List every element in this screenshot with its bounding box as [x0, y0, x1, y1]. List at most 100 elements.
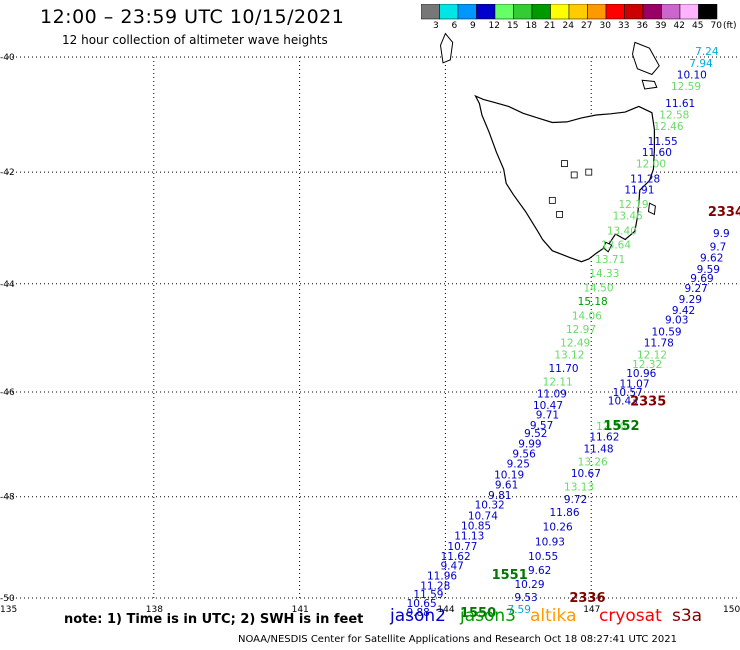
island	[631, 41, 660, 76]
wave-height-value: 9.99	[518, 438, 541, 450]
wave-height-value: 10.29	[514, 579, 544, 591]
wave-height-value: 13.40	[607, 226, 637, 238]
wave-height-value: 11.55	[648, 136, 678, 148]
lake	[570, 171, 578, 179]
legend-tick: 15	[507, 21, 519, 31]
wave-height-value: 11.13	[454, 531, 484, 543]
wave-height-value: 14.50	[583, 282, 613, 294]
lat-tick-label: -40	[0, 53, 15, 63]
lon-tick-label: 150	[723, 605, 740, 615]
legend-tick: 6	[451, 21, 458, 31]
wave-height-value: 9.69	[690, 273, 713, 285]
wave-height-value: 10.55	[528, 551, 558, 563]
wave-height-value: 10.43	[608, 396, 638, 408]
wave-height-value: 12.00	[636, 159, 666, 171]
wave-height-value: 9.52	[524, 428, 547, 440]
wave-height-value: 7.94	[689, 58, 713, 70]
wave-height-value: 9.25	[507, 459, 530, 471]
lon-tick-label: 135	[0, 605, 17, 615]
wave-height-value: 10.26	[543, 522, 573, 534]
lat-lon-grid	[8, 56, 737, 599]
wave-height-value: 11.59	[413, 589, 443, 601]
wave-height-value: 11.61	[665, 98, 695, 110]
legend-tick: 45	[692, 21, 704, 31]
wave-height-value: 12.30	[596, 421, 626, 433]
wave-height-value: 10.65	[407, 598, 437, 610]
lon-tick-label: 141	[292, 605, 309, 615]
legend-tick: 12	[488, 21, 500, 31]
wave-height-value: 9.7	[710, 242, 727, 254]
wave-height-value: 9.42	[672, 305, 695, 317]
wave-height-value: 10.57	[613, 387, 643, 399]
wave-height-value: 10.74	[468, 510, 498, 522]
wave-height-value: 12.46	[653, 121, 683, 133]
lake	[585, 168, 593, 176]
pass-id-label: 1550	[460, 606, 496, 621]
wave-height-value: 9.29	[679, 294, 702, 306]
legend-tick: 27	[581, 21, 593, 31]
wave-height-value: 13.71	[595, 254, 625, 266]
wave-height-value: 7.24	[695, 46, 719, 58]
wave-height-value: 11.09	[537, 388, 567, 400]
lat-tick-label: -48	[0, 493, 15, 503]
lat-tick-label: -42	[0, 168, 15, 178]
wave-height-value: 9.27	[684, 283, 707, 295]
lat-tick-label: -50	[0, 594, 15, 604]
wave-height-value: 9.53	[514, 592, 537, 604]
wave-height-value: 11.91	[624, 185, 654, 197]
pass-id-label: 2335	[630, 394, 666, 409]
wave-height-value: 10.19	[494, 470, 524, 482]
wave-height-value: 13.64	[601, 239, 631, 251]
tasmania-mainland	[474, 94, 655, 263]
legend-tick: 42	[673, 21, 685, 31]
wave-height-value: 10.10	[677, 70, 707, 82]
wave-height-value: 11.07	[619, 379, 649, 391]
wave-height-value: 9.47	[440, 560, 463, 572]
wave-height-value: 11.62	[589, 432, 619, 444]
legend-labels: 3 6 9 12 15 18 21 24 27 30 33 36 39 42 45 70 (ft)	[421, 21, 740, 35]
wave-height-value: 7.59	[508, 604, 531, 616]
wave-height-value: 9.59	[697, 264, 720, 276]
island	[602, 241, 613, 253]
legend-tick: 18	[525, 21, 537, 31]
wave-height-value: 9.72	[564, 494, 587, 506]
lon-tick-label: 138	[146, 605, 163, 615]
lake	[556, 211, 564, 218]
wave-height-value: 12.97	[566, 324, 596, 336]
wave-height-value: 11.78	[644, 337, 674, 349]
satellite-jason2: jason2	[390, 606, 446, 626]
wave-height-value: 10.85	[461, 521, 491, 533]
island	[641, 79, 658, 90]
wave-observations: 7.247.9410.1012.5911.6112.5812.4611.5511…	[406, 46, 729, 619]
wave-height-value: 12.58	[659, 109, 689, 121]
wave-height-value: 10.67	[571, 468, 601, 480]
wave-height-value: 11.60	[642, 147, 672, 159]
lat-tick-label: -46	[0, 388, 15, 398]
wave-height-value: 11.86	[549, 507, 579, 519]
satellite-cryosat: cryosat	[599, 606, 662, 626]
wave-height-value: 9.57	[530, 420, 553, 432]
page-subtitle: 12 hour collection of altimeter wave hei…	[62, 33, 328, 47]
wave-height-value: 9.03	[665, 315, 688, 327]
wave-height-value: 9.62	[700, 253, 723, 265]
legend-tick: 3	[433, 21, 439, 31]
wave-height-value: 10.93	[535, 536, 565, 548]
wave-height-value: 13.26	[578, 457, 608, 469]
wave-height-value: 9.56	[512, 448, 536, 460]
wave-height-value: 11.28	[630, 173, 660, 185]
legend-tick: 9	[470, 21, 476, 31]
wave-height-value: 9.81	[488, 490, 511, 502]
wave-height-value: 12.11	[543, 377, 573, 389]
footer-credit: NOAA/NESDIS Center for Satellite Applica…	[238, 634, 677, 645]
wave-height-value: 11.70	[549, 363, 579, 375]
legend-swatch	[698, 4, 718, 20]
wave-height-value: 10.96	[626, 368, 656, 380]
wave-height-value: 13.12	[554, 349, 584, 361]
pass-labels: 2334 2335 1552 1551 2336 1550	[460, 205, 740, 621]
wave-height-value: 11.28	[420, 581, 450, 593]
page-title: 12:00 – 23:59 UTC 10/15/2021	[40, 6, 345, 28]
wave-height-value: 13.46	[613, 210, 643, 222]
wave-height-value: 10.32	[475, 500, 505, 512]
pass-id-label: 1551	[492, 568, 528, 583]
